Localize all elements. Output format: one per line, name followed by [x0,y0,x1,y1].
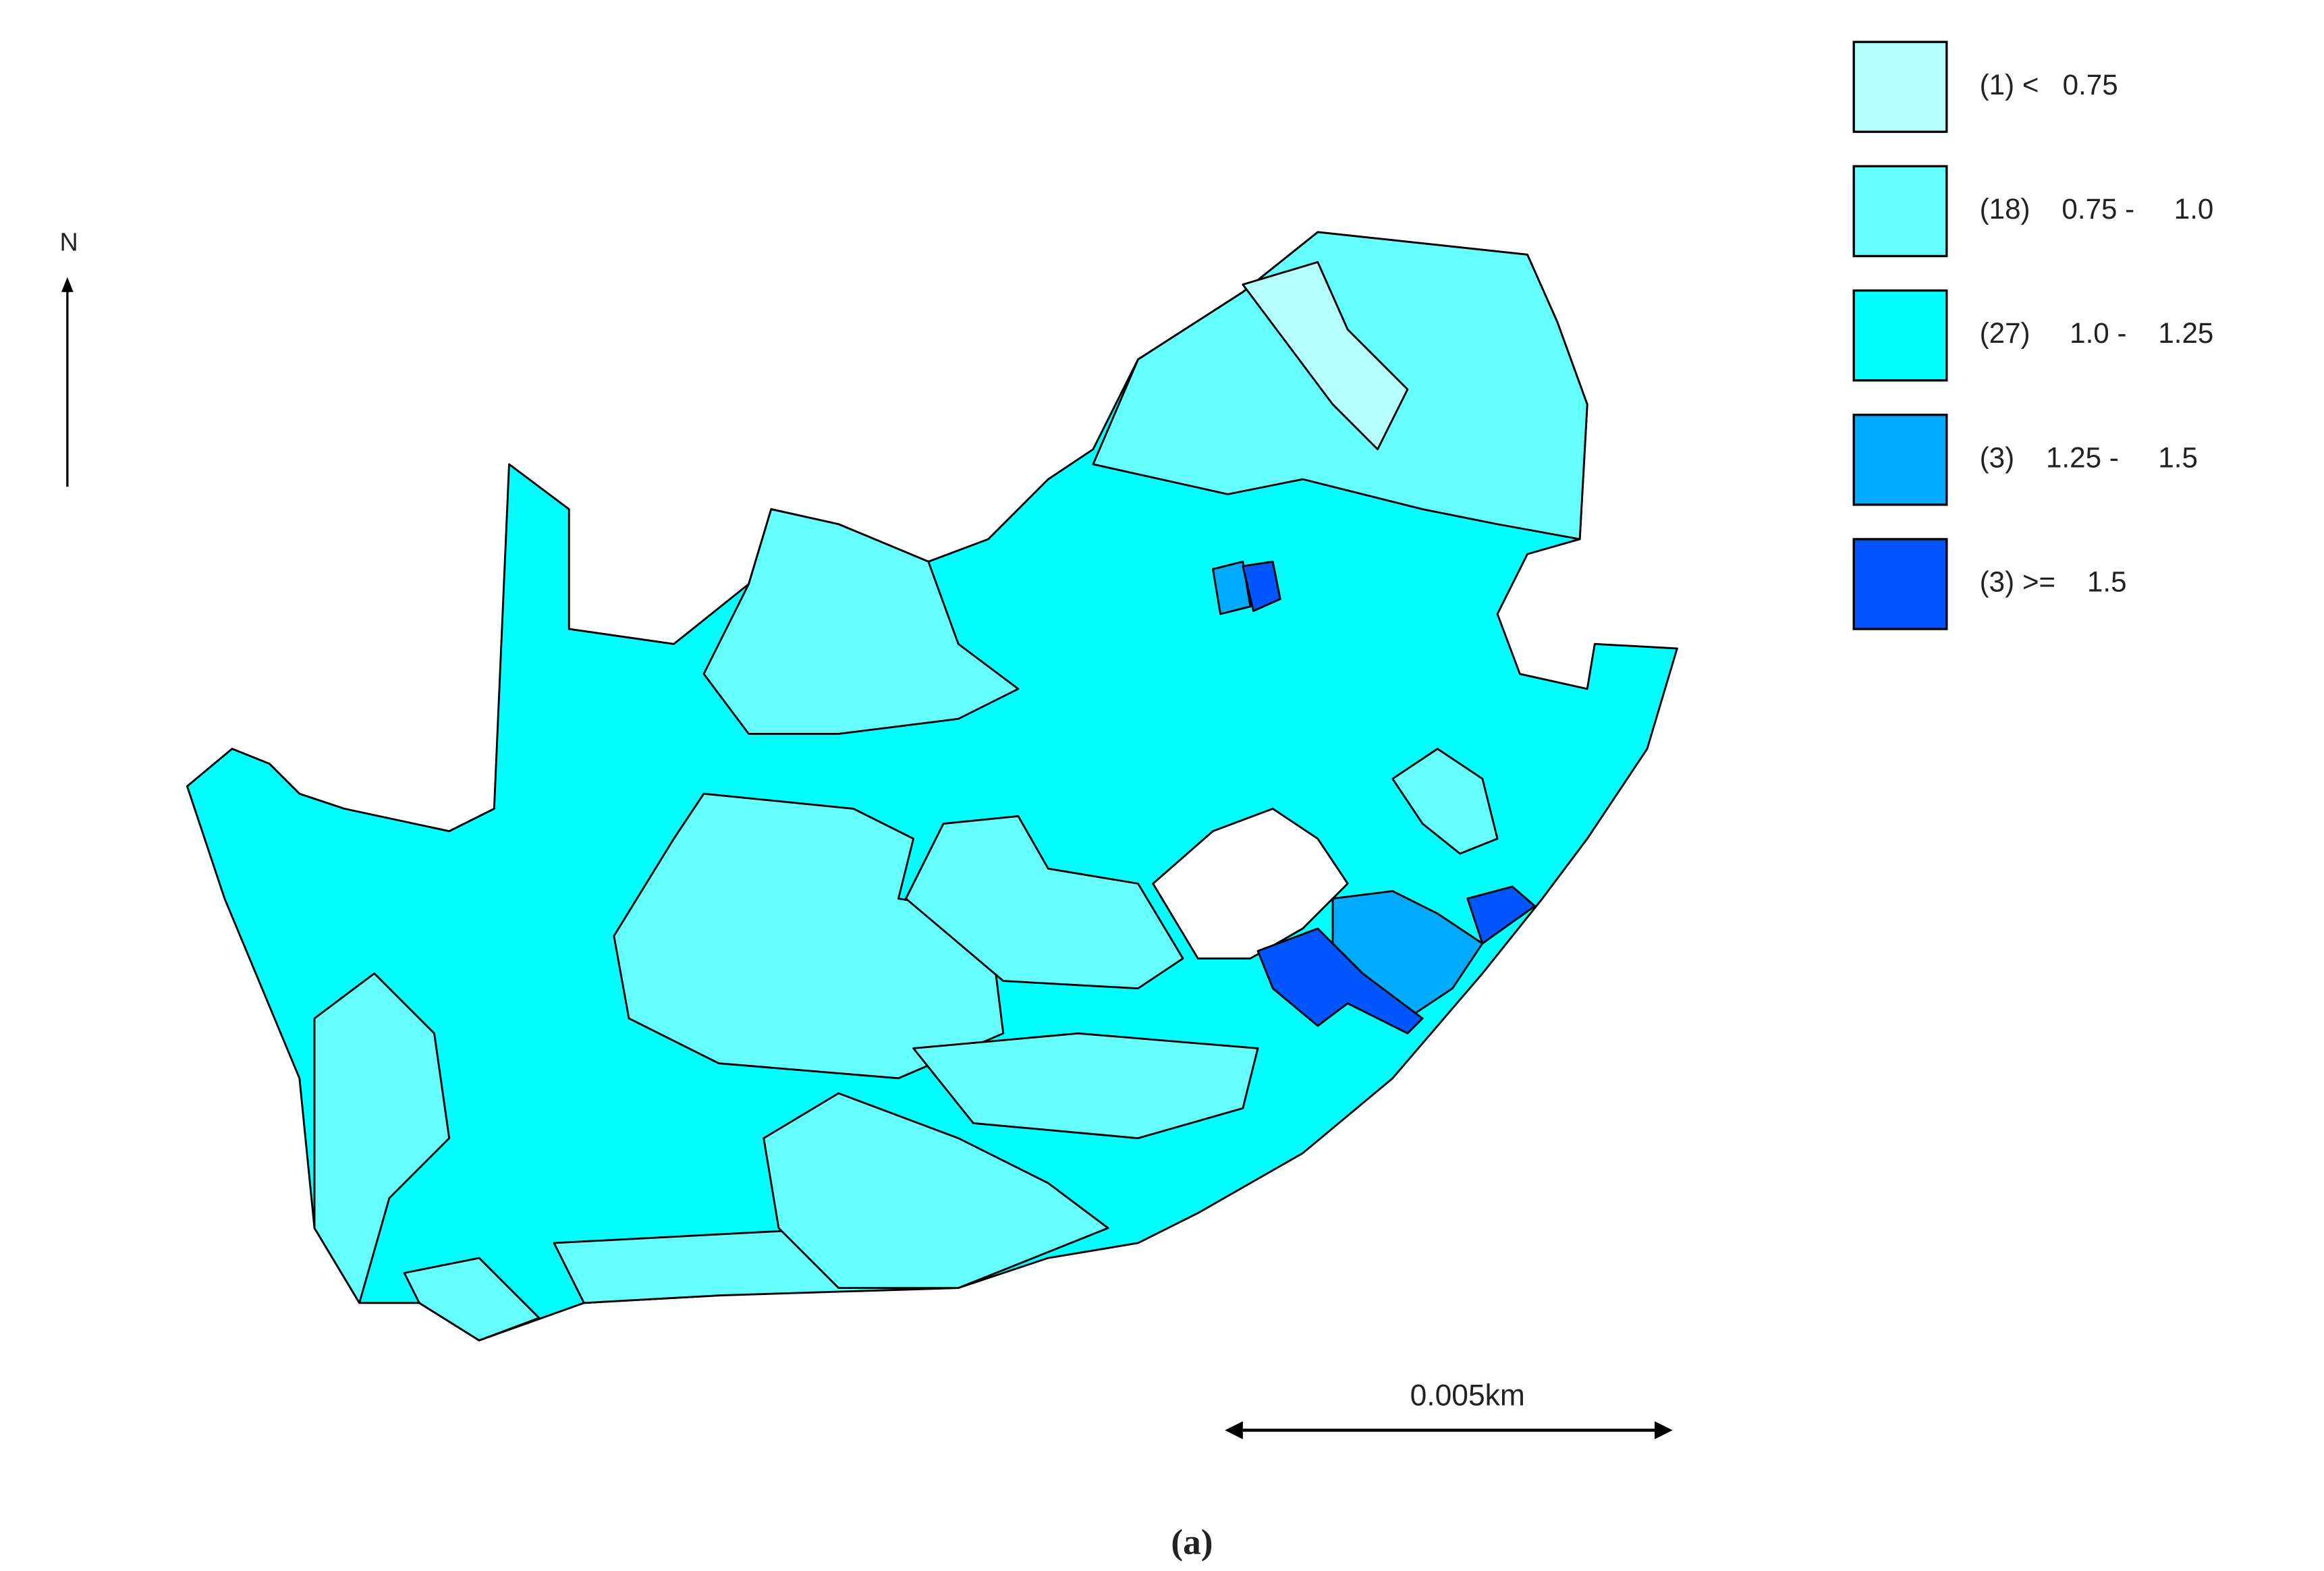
legend: (1) < 0.75 (18) 0.75 - 1.0 (27) 1.0 - 1.25… [1852,40,2214,630]
legend-swatch [1852,289,1948,382]
region [1212,560,1252,615]
legend-swatch [1852,40,1948,133]
legend-swatch [1852,414,1948,506]
north-arrow: N [59,228,78,487]
scale-bar-label: 0.005km [1410,1379,1525,1412]
scale-bar: 0.005km [1225,1379,1673,1439]
legend-label: (3) >= 1.5 [1980,566,2127,598]
legend-swatch [1852,538,1948,630]
legend-label: (18) 0.75 - 1.0 [1980,193,2214,225]
region [313,972,451,1304]
region [403,1257,541,1342]
scale-bar-head [1225,1421,1243,1439]
region [1391,748,1499,855]
region [1256,927,1424,1035]
figure-caption: (a) [1171,1522,1213,1562]
scale-bar-head [1655,1421,1673,1439]
region [912,1032,1259,1140]
legend-label: (27) 1.0 - 1.25 [1980,317,2214,349]
north-arrow-head [61,277,74,292]
legend-swatch [1852,165,1948,258]
lesotho [1151,807,1350,960]
legend-label: (1) < 0.75 [1980,69,2118,101]
region [702,508,1020,735]
region [1242,260,1409,451]
legend-label: (3) 1.25 - 1.5 [1980,441,2198,473]
region [763,1092,1109,1290]
country-map [186,231,1678,1342]
region [905,815,1184,990]
region [1466,885,1536,945]
region [1242,560,1281,612]
north-label: N [59,228,78,256]
